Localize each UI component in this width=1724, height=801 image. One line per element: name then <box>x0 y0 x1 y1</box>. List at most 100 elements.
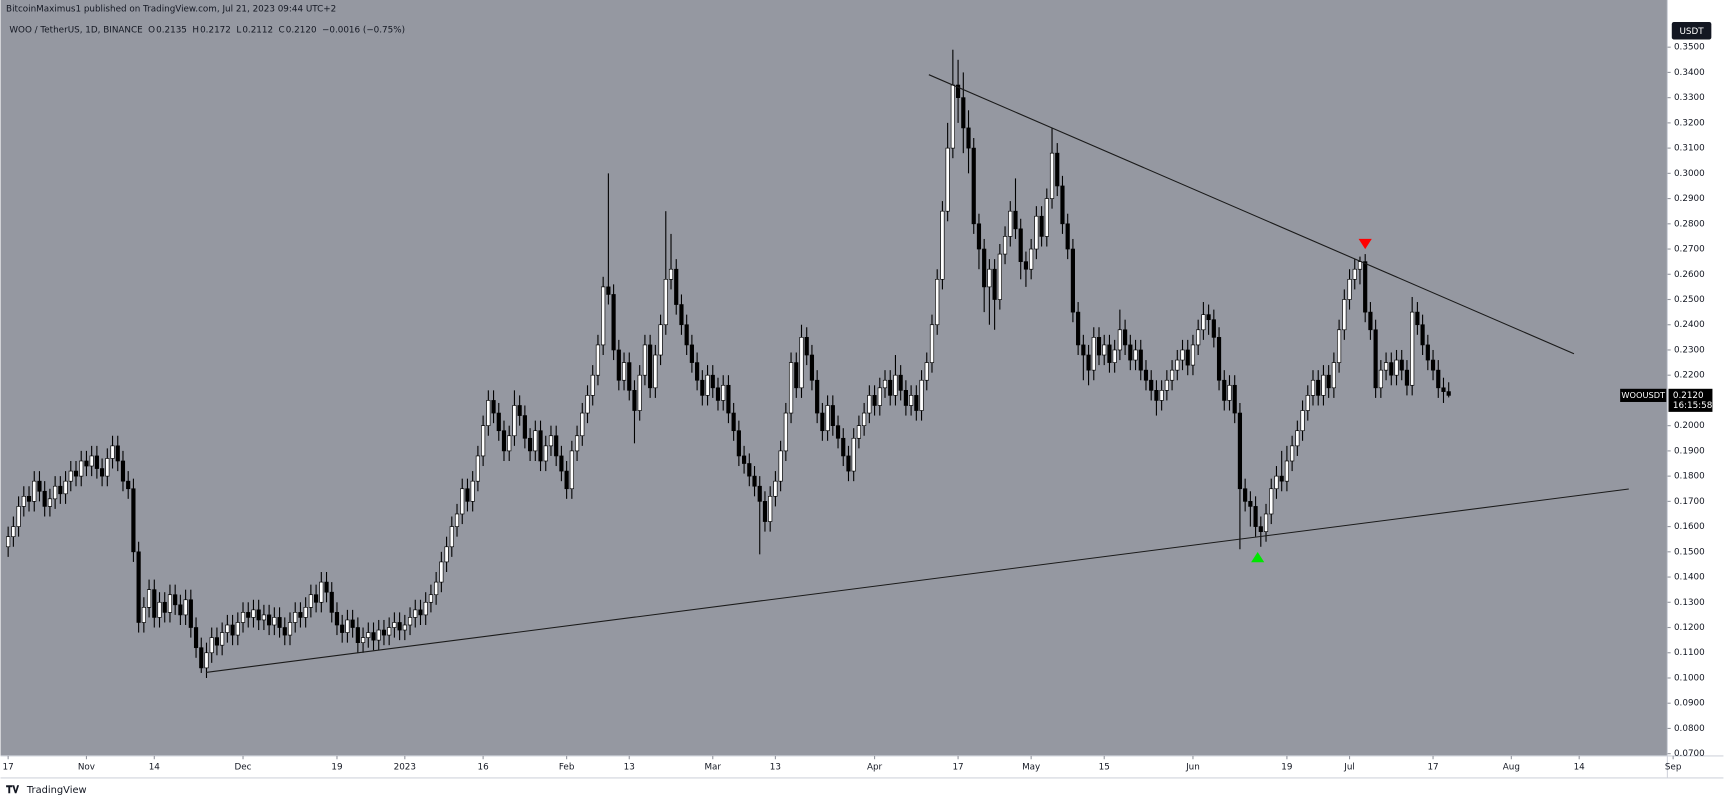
candle-body <box>1326 374 1331 389</box>
candle-body <box>303 607 308 618</box>
candle-body <box>298 612 303 618</box>
candle-body <box>736 430 741 457</box>
candle-body <box>1065 223 1070 250</box>
candle-body <box>882 379 888 389</box>
candle-body <box>267 614 272 626</box>
candle-body <box>287 622 293 636</box>
x-tick-label: 2023 <box>394 762 416 772</box>
candle-body <box>695 362 700 381</box>
candle-body <box>146 589 152 608</box>
candle-body <box>1290 445 1295 462</box>
footer-brand: TradingView <box>26 785 87 796</box>
x-tick-label: 13 <box>770 762 781 772</box>
candle-body <box>381 629 387 636</box>
candle-body <box>1378 369 1383 389</box>
candle-body <box>1279 475 1284 482</box>
candle-body <box>762 501 768 522</box>
candle-body <box>465 488 470 502</box>
candle-body <box>84 460 89 467</box>
candle-body <box>1253 506 1258 527</box>
candle-body <box>444 546 449 563</box>
candle-body <box>152 589 157 618</box>
candle-body <box>1107 344 1112 363</box>
candle-body <box>877 387 882 406</box>
x-tick-label: 14 <box>1574 762 1586 772</box>
candle-body <box>141 607 146 623</box>
candle-body <box>872 395 877 406</box>
y-tick-label: 0.3400 <box>1674 68 1705 78</box>
candle-body <box>188 599 193 628</box>
candle-body <box>835 425 841 439</box>
candle-body <box>1185 349 1190 366</box>
candle-body <box>757 485 762 502</box>
x-tick-label: Jun <box>1185 762 1200 772</box>
y-tick-label: 0.2000 <box>1674 421 1705 431</box>
candle-body <box>642 344 648 376</box>
candle-body <box>1159 390 1164 401</box>
candle-body <box>1112 349 1117 363</box>
candle-body <box>950 84 955 149</box>
y-tick-label: 0.0900 <box>1674 699 1705 709</box>
candle-body <box>1352 268 1357 280</box>
candle-body <box>966 127 971 149</box>
candle-body <box>929 324 935 363</box>
candle-body <box>528 437 533 452</box>
x-tick-label: Dec <box>235 762 252 772</box>
candle-body <box>903 390 908 406</box>
candle-body <box>1243 488 1248 502</box>
candle-body <box>1123 329 1128 346</box>
candle-body <box>919 379 924 411</box>
candle-body <box>580 412 585 437</box>
candle-body <box>778 450 783 482</box>
countdown-label: 16:15:58 <box>1673 401 1712 411</box>
footer-logo: 𝐓𝐕 <box>6 784 19 796</box>
candle-body <box>11 526 16 538</box>
candle-body <box>204 652 209 669</box>
candle-body <box>418 609 423 616</box>
candle-body <box>1269 488 1274 515</box>
candle-body <box>741 455 747 464</box>
candle-body <box>1044 198 1049 237</box>
ohlc-label: H <box>192 25 199 35</box>
candle-body <box>945 147 950 212</box>
candle-body <box>632 390 637 411</box>
candle-body <box>595 344 601 376</box>
candle-body <box>982 248 987 288</box>
candle-body <box>1154 390 1159 401</box>
candle-body <box>1206 314 1211 321</box>
candle-body <box>616 349 621 381</box>
candle-body <box>1347 278 1352 300</box>
candle-body <box>976 223 982 250</box>
candle-body <box>68 470 73 482</box>
y-tick-label: 0.2500 <box>1674 295 1705 305</box>
ohlc-label: L <box>236 25 241 35</box>
candle-body <box>58 485 63 495</box>
candle-body <box>501 430 507 452</box>
symbol-tag <box>1620 388 1667 402</box>
candle-body <box>935 278 940 326</box>
y-tick-label: 0.1000 <box>1674 673 1705 683</box>
candle-body <box>1410 311 1415 386</box>
candle-body <box>1133 349 1138 361</box>
candle-body <box>914 395 919 411</box>
candle-body <box>621 362 627 381</box>
candle-body <box>585 395 590 414</box>
candle-body <box>1232 384 1237 414</box>
candle-body <box>1018 228 1023 262</box>
candle-body <box>449 526 454 548</box>
candle-body <box>1436 369 1441 389</box>
candle-body <box>120 460 126 482</box>
candle-body <box>606 286 611 295</box>
candle-body <box>794 362 799 389</box>
candle-body <box>42 490 47 507</box>
candle-body <box>220 632 225 646</box>
x-tick-label: 19 <box>331 762 342 772</box>
candle-body <box>663 278 668 326</box>
candle-body <box>1143 369 1149 381</box>
candle-body <box>1070 248 1075 313</box>
candle-body <box>773 480 778 497</box>
plot-background <box>0 0 1668 756</box>
candle-body <box>214 637 220 646</box>
trendline <box>928 74 1575 355</box>
candle-body <box>747 463 752 477</box>
